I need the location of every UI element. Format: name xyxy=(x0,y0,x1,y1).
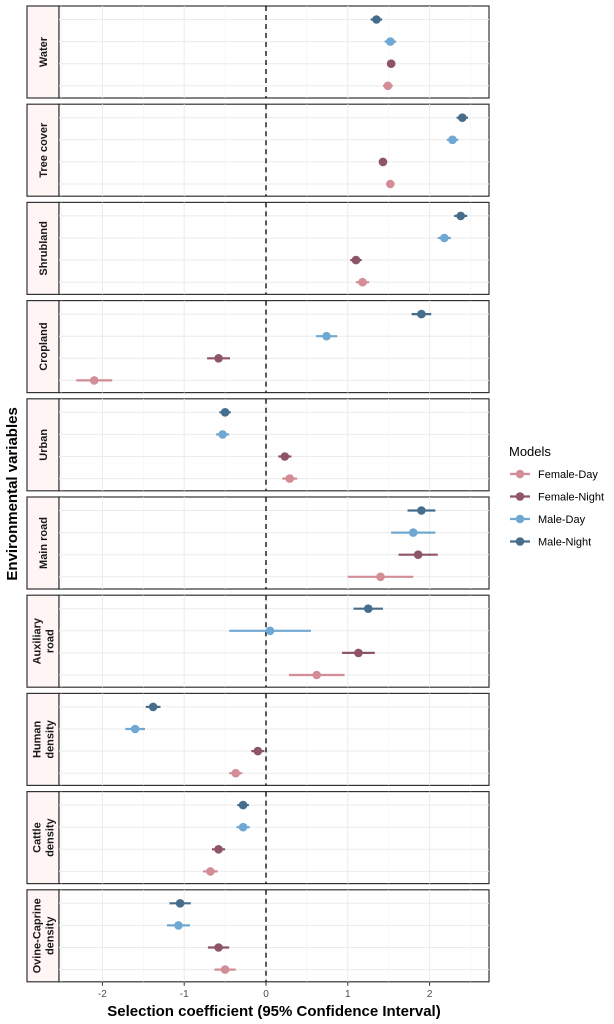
estimate-point xyxy=(417,309,426,319)
facet-panel: Auxiliaryroad xyxy=(26,594,490,688)
panel-plot-area xyxy=(58,594,490,688)
estimate-point xyxy=(220,408,230,417)
panel-plot-area xyxy=(58,300,490,394)
estimate-point xyxy=(354,648,363,658)
legend-entry-label: Male-Day xyxy=(538,514,586,526)
estimate-point xyxy=(280,452,290,461)
panel-plot-area xyxy=(58,790,490,885)
estimate-point xyxy=(265,626,275,636)
estimate-point xyxy=(214,845,223,854)
estimate-point xyxy=(174,921,183,930)
facet-strip xyxy=(26,790,60,885)
estimate-point xyxy=(206,867,215,876)
estimate-point xyxy=(372,15,381,24)
estimate-point xyxy=(440,233,449,243)
estimate-point xyxy=(383,81,393,91)
estimate-point xyxy=(231,768,241,778)
x-tick-label: 1 xyxy=(345,989,351,1000)
legend-title: Models xyxy=(509,444,551,459)
facet-label: Ovine-Caprinedensity xyxy=(32,898,57,973)
estimate-point xyxy=(218,430,227,439)
estimate-point xyxy=(312,670,322,680)
x-tick-label: -2 xyxy=(98,989,107,1000)
facet-label: Auxiliaryroad xyxy=(32,617,57,664)
estimate-point xyxy=(358,277,367,287)
estimate-point xyxy=(448,135,457,145)
estimate-point xyxy=(458,113,467,122)
facet-label: Humandensity xyxy=(32,719,57,758)
panel-plot-area xyxy=(58,692,490,787)
facet-strip xyxy=(26,594,60,688)
estimate-point xyxy=(148,702,158,712)
facet-panel: Ovine-Caprinedensity xyxy=(26,889,490,983)
x-axis: -2 -1 0 1 2 xyxy=(98,981,433,1000)
x-tick-label: 0 xyxy=(263,989,269,1000)
estimate-point xyxy=(285,474,295,483)
facet-label: Cropland xyxy=(38,322,50,370)
estimate-point xyxy=(376,572,385,582)
y-axis-title: Environmental variables xyxy=(4,407,21,580)
legend-key-point xyxy=(515,469,525,479)
facet-label: Main road xyxy=(38,517,50,569)
estimate-point xyxy=(322,331,331,341)
estimate-point xyxy=(417,506,426,515)
panel-plot-area xyxy=(58,201,490,295)
facet-panel: Cattledensity xyxy=(26,790,490,885)
facet-panel: Shrubland xyxy=(26,201,490,295)
facet-strip xyxy=(26,5,60,99)
estimate-point xyxy=(238,800,248,810)
estimate-point xyxy=(386,59,396,68)
legend-key-point xyxy=(515,514,525,524)
panel-plot-area xyxy=(58,103,490,197)
panel-plot-area xyxy=(58,5,490,99)
facet-strip xyxy=(26,103,60,197)
legend: Models Female-Day Female-Night Male-Day Mal… xyxy=(509,444,604,549)
facet-label: Urban xyxy=(38,429,50,461)
estimate-point xyxy=(253,746,263,756)
facet-label: Shrubland xyxy=(38,221,50,275)
estimate-point xyxy=(238,822,248,832)
facet-panel: Main road xyxy=(26,496,490,590)
estimate-point xyxy=(386,37,395,46)
x-tick-label: -1 xyxy=(180,989,189,1000)
estimate-point xyxy=(351,255,361,265)
legend-key-point xyxy=(515,492,525,501)
facet-strip xyxy=(26,201,60,295)
estimate-point xyxy=(408,528,418,537)
facet-label: Cattledensity xyxy=(32,817,57,856)
facet-panel: Humandensity xyxy=(26,692,490,787)
legend-entry-label: Female-Day xyxy=(538,469,598,481)
facet-strip xyxy=(26,300,60,394)
facet-panel: Tree cover xyxy=(26,103,490,197)
x-axis-title: Selection coefficient (95% Confidence In… xyxy=(107,1003,440,1020)
facet-panel: Water xyxy=(26,5,490,99)
facet-label: Water xyxy=(38,36,50,67)
panel-plot-area xyxy=(58,889,490,983)
estimate-point xyxy=(175,899,185,908)
legend-key-point xyxy=(515,537,525,546)
estimate-point xyxy=(220,965,230,974)
facet-strip xyxy=(26,692,60,787)
legend-entry-label: Female-Night xyxy=(538,492,604,504)
legend-entry-label: Male-Night xyxy=(538,537,591,549)
facet-panel: Urban xyxy=(26,398,490,492)
estimate-point xyxy=(214,943,223,952)
x-tick-label: 2 xyxy=(427,989,433,1000)
estimate-point xyxy=(378,157,388,167)
panel-plot-area xyxy=(58,398,490,492)
estimate-point xyxy=(363,604,373,613)
facet-label: Tree cover xyxy=(38,122,50,178)
estimate-point xyxy=(386,179,395,189)
estimate-point xyxy=(413,550,423,559)
panel-plot-area xyxy=(58,496,490,590)
facet-panel: Cropland xyxy=(26,300,490,394)
estimate-point xyxy=(214,354,223,363)
facet-strip xyxy=(26,889,60,983)
estimate-point xyxy=(130,724,140,734)
facet-panels: Water Tree cover Shrubland Cropland Urban Mai… xyxy=(26,5,490,983)
estimate-point xyxy=(89,376,99,385)
estimate-point xyxy=(456,211,465,221)
